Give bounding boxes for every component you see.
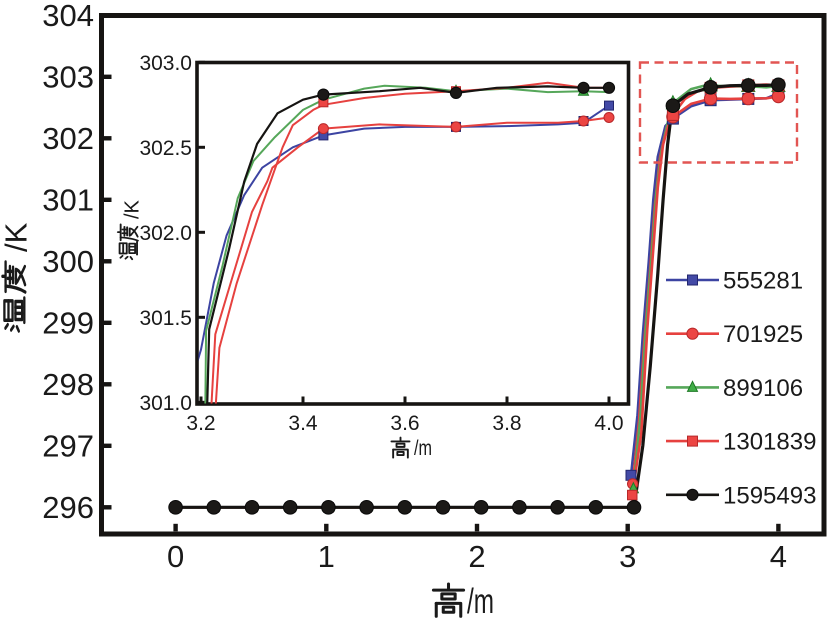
svg-text:1301839: 1301839 [723,429,816,456]
svg-text:301.5: 301.5 [139,307,192,330]
svg-text:303.0: 303.0 [139,52,192,75]
svg-text:3.8: 3.8 [492,412,521,435]
svg-text:303: 303 [42,59,94,94]
svg-text:302.5: 302.5 [139,137,192,160]
svg-text:296: 296 [42,490,94,525]
svg-text:3: 3 [619,539,636,574]
svg-text:3.2: 3.2 [186,412,215,435]
svg-text:1: 1 [318,539,335,574]
svg-text:301: 301 [42,182,94,217]
svg-text:302.0: 302.0 [139,222,192,245]
svg-text:701925: 701925 [723,321,803,348]
svg-text:3.4: 3.4 [288,412,318,435]
svg-text:301.0: 301.0 [139,392,192,415]
svg-text:899106: 899106 [723,375,803,402]
svg-text:297: 297 [42,428,94,463]
svg-text:304: 304 [42,0,94,33]
svg-text:/K: /K [122,199,144,219]
svg-text:302: 302 [42,121,94,156]
svg-text:555281: 555281 [723,268,803,295]
svg-text:/m: /m [467,582,494,618]
svg-text:3.6: 3.6 [390,412,419,435]
svg-text:/K: /K [0,222,34,252]
svg-text:/m: /m [414,437,432,460]
svg-text:4.0: 4.0 [594,412,623,435]
svg-text:299: 299 [42,305,94,340]
svg-text:0: 0 [167,539,184,574]
svg-text:4: 4 [770,539,787,574]
svg-text:2: 2 [468,539,485,574]
svg-text:300: 300 [42,244,94,279]
svg-text:298: 298 [42,367,94,402]
svg-text:1595493: 1595493 [723,482,816,509]
